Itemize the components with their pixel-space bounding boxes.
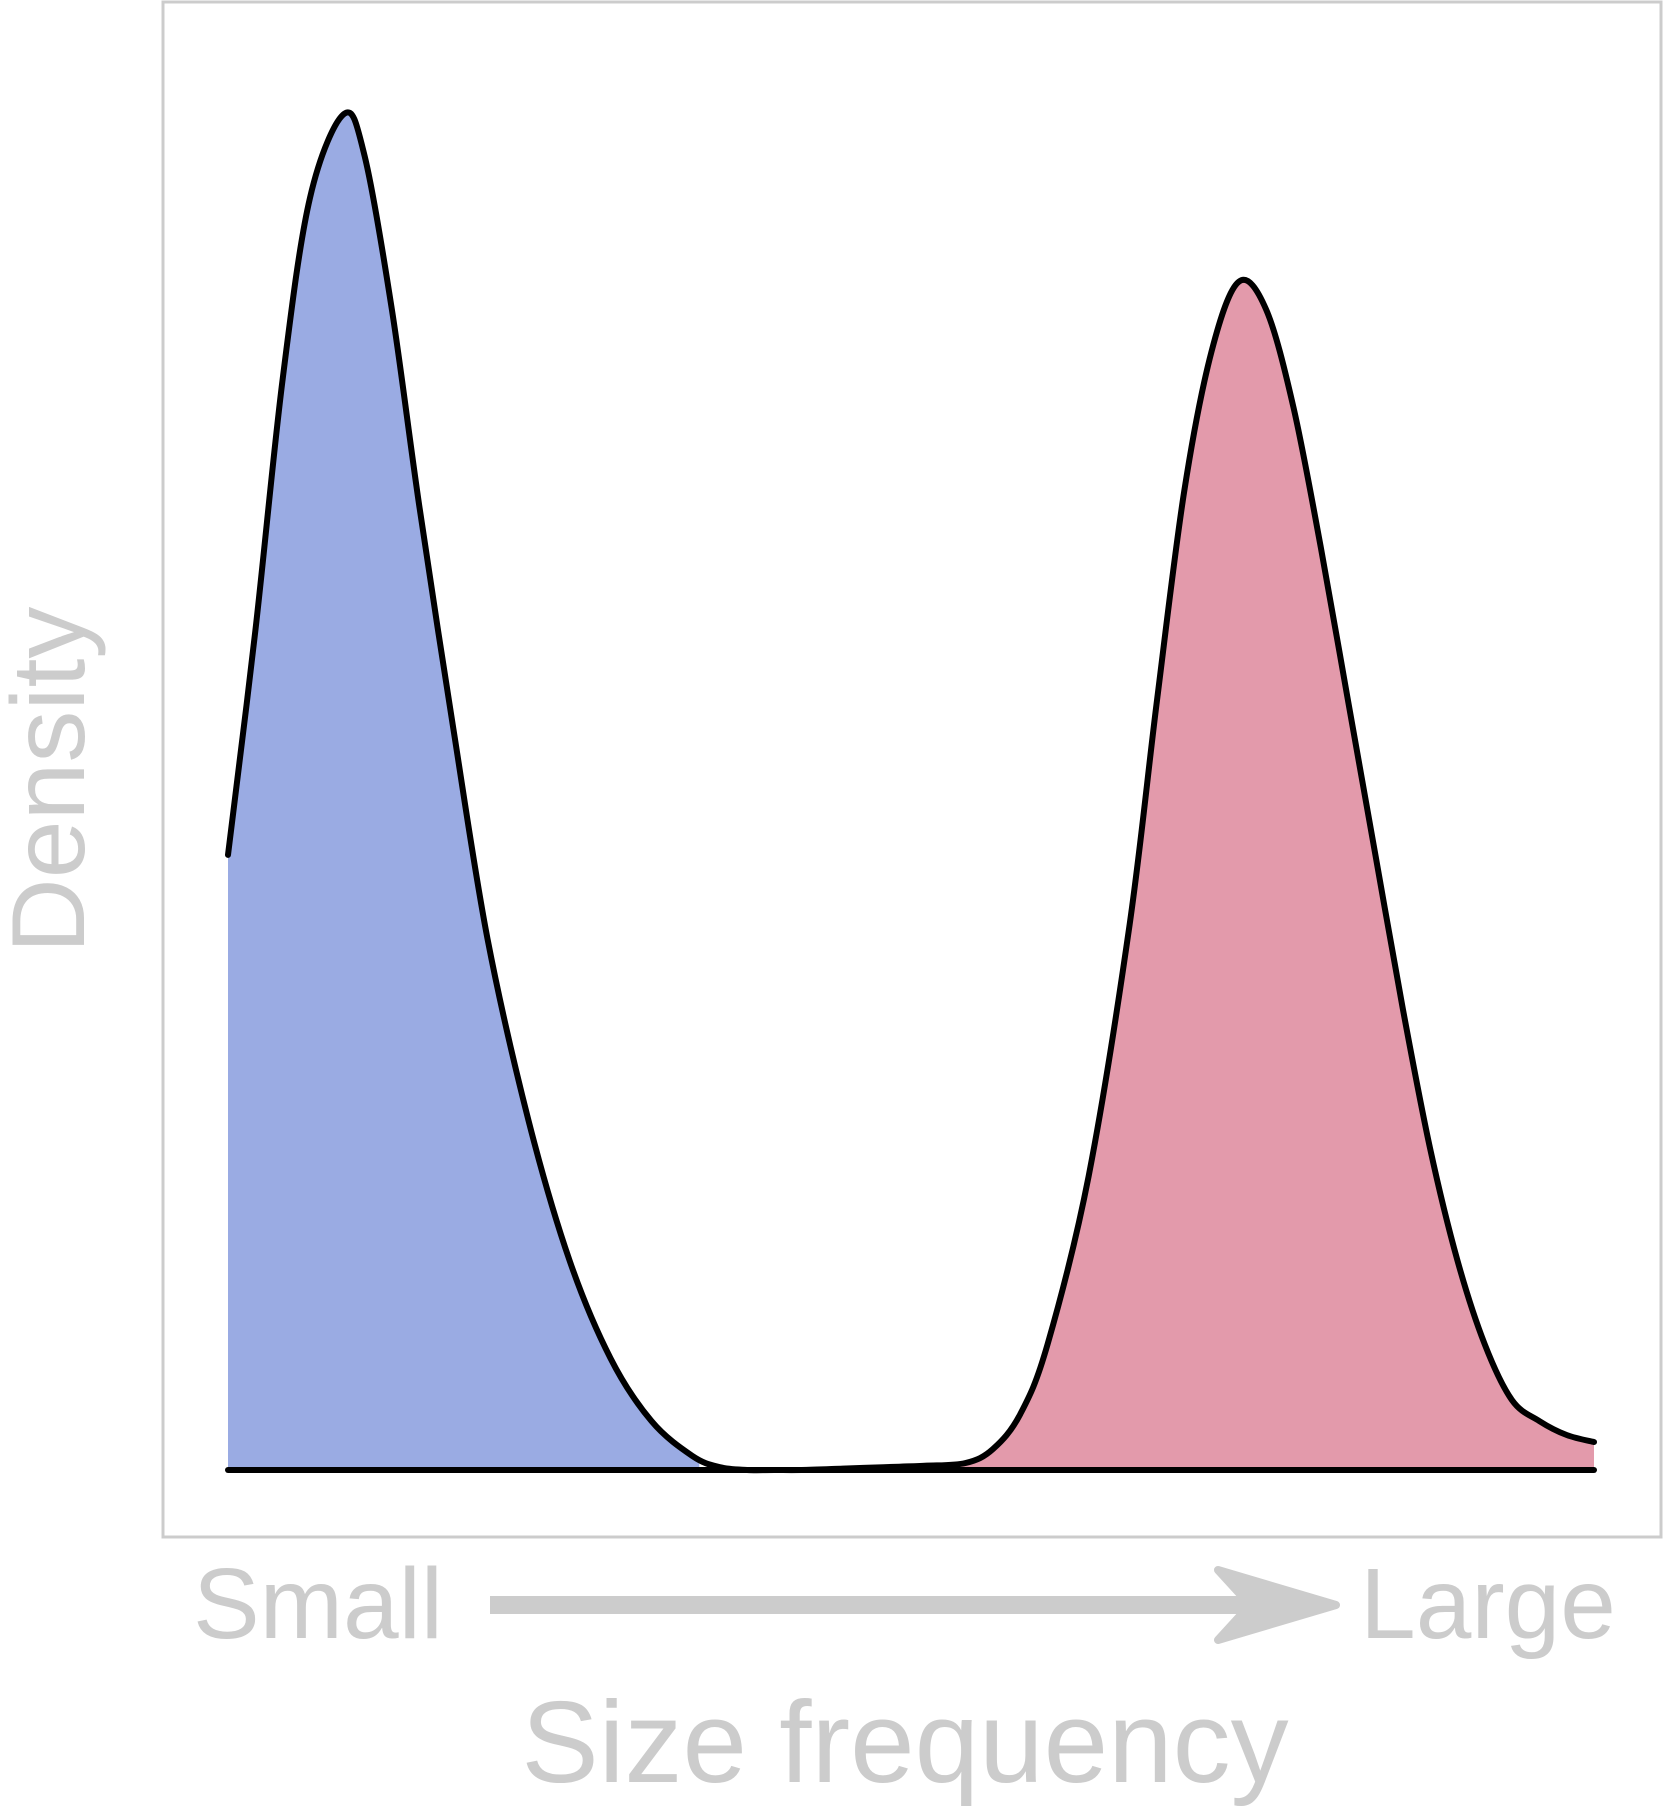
density-region-0 [228, 112, 700, 1470]
y-axis-label: Density [0, 607, 107, 954]
x-axis-large-label: Large [1360, 1548, 1616, 1660]
density-regions [228, 112, 1594, 1470]
x-axis-label: Size frequency [521, 1677, 1288, 1807]
direction-arrow-icon [490, 1566, 1340, 1644]
plot-frame [161, 0, 1663, 1539]
density-curve [225, 109, 1597, 1474]
x-axis-small-label: Small [193, 1548, 443, 1660]
